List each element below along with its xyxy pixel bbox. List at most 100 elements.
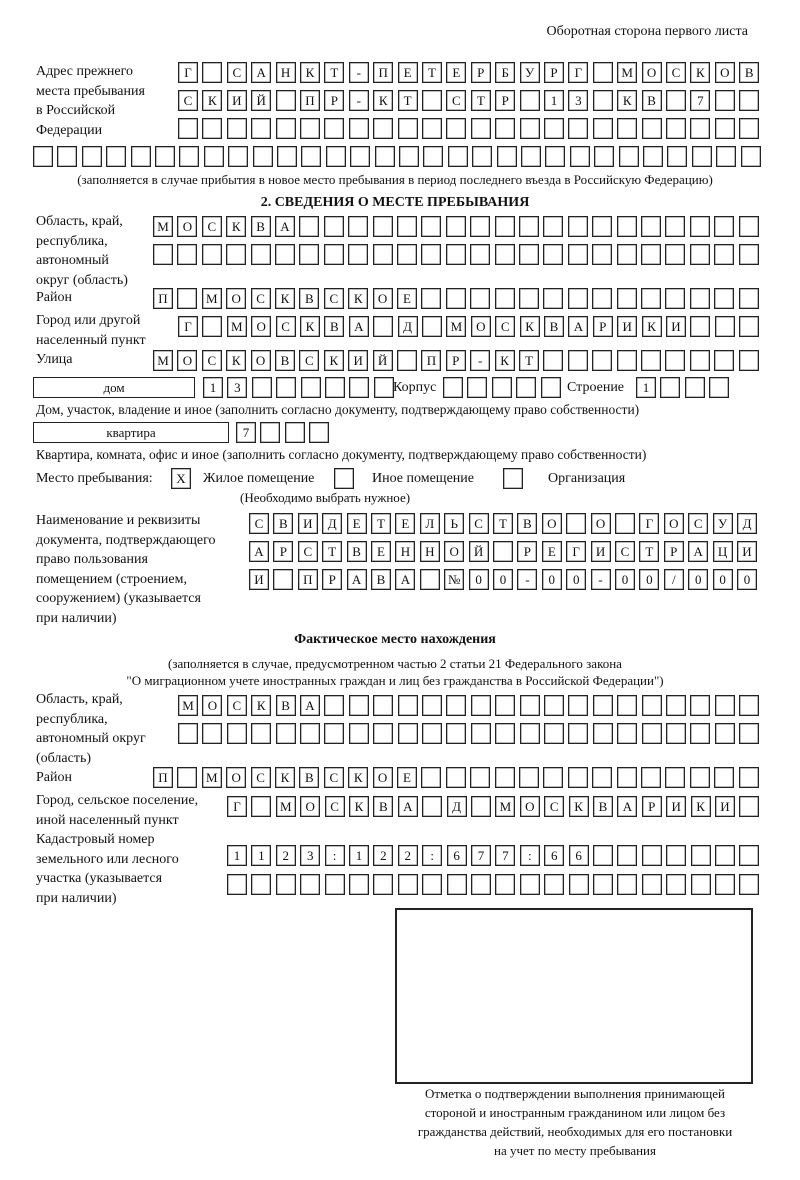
char-cell[interactable] (519, 723, 540, 744)
char-cell[interactable] (641, 695, 662, 716)
char-cell[interactable]: - (348, 62, 369, 83)
char-cell[interactable] (423, 146, 444, 167)
char-cell[interactable]: О (226, 767, 247, 788)
char-cell[interactable] (277, 146, 297, 167)
char-cell[interactable] (397, 244, 417, 265)
char-cell[interactable] (227, 874, 247, 895)
char-cell[interactable] (57, 146, 78, 167)
char-cell[interactable]: П (153, 767, 173, 788)
char-cell[interactable]: 7 (236, 422, 256, 443)
char-cell[interactable]: С (324, 796, 345, 817)
char-cell[interactable] (714, 90, 735, 111)
char-cell[interactable] (519, 90, 540, 111)
char-cell[interactable]: К (373, 90, 394, 111)
char-cell[interactable] (544, 723, 564, 744)
char-cell[interactable] (739, 845, 760, 866)
char-cell[interactable] (615, 513, 635, 534)
char-cell[interactable]: Р (495, 90, 516, 111)
char-cell[interactable]: Т (324, 62, 345, 83)
char-cell[interactable] (739, 723, 760, 744)
char-cell[interactable] (641, 288, 661, 309)
char-cell[interactable]: Н (395, 541, 416, 562)
char-cell[interactable] (689, 350, 710, 371)
char-cell[interactable] (567, 244, 588, 265)
char-cell[interactable] (660, 377, 681, 398)
char-cell[interactable] (397, 118, 418, 139)
char-cell[interactable] (275, 723, 296, 744)
char-cell[interactable]: 7 (471, 845, 491, 866)
char-cell[interactable]: В (593, 796, 613, 817)
char-cell[interactable]: К (251, 695, 272, 716)
char-cell[interactable]: К (690, 62, 711, 83)
char-cell[interactable] (445, 244, 466, 265)
char-cell[interactable]: С (323, 288, 344, 309)
char-cell[interactable]: 1 (636, 377, 656, 398)
char-cell[interactable]: А (348, 316, 369, 337)
char-cell[interactable] (566, 513, 587, 534)
char-cell[interactable]: С (250, 288, 271, 309)
char-cell[interactable]: 0 (566, 569, 587, 590)
char-cell[interactable]: В (275, 695, 296, 716)
house-type-field[interactable]: дом (33, 377, 195, 398)
char-cell[interactable] (373, 377, 394, 398)
char-cell[interactable]: А (251, 62, 272, 83)
char-cell[interactable]: Р (445, 350, 466, 371)
char-cell[interactable] (373, 316, 394, 337)
char-cell[interactable]: И (348, 350, 369, 371)
char-cell[interactable]: 3 (568, 90, 589, 111)
char-cell[interactable] (226, 118, 247, 139)
char-cell[interactable] (568, 118, 589, 139)
char-cell[interactable] (491, 377, 512, 398)
char-cell[interactable]: 7 (495, 845, 516, 866)
char-cell[interactable]: К (275, 288, 295, 309)
char-cell[interactable] (714, 118, 735, 139)
char-cell[interactable] (643, 146, 663, 167)
char-cell[interactable] (252, 146, 273, 167)
char-cell[interactable] (397, 874, 418, 895)
char-cell[interactable] (446, 118, 467, 139)
char-cell[interactable] (374, 146, 395, 167)
char-cell[interactable] (251, 796, 272, 817)
char-cell[interactable]: М (446, 316, 467, 337)
char-cell[interactable] (592, 695, 613, 716)
char-cell[interactable]: - (470, 350, 491, 371)
char-cell[interactable] (667, 146, 688, 167)
char-cell[interactable] (592, 723, 613, 744)
char-cell[interactable]: С (178, 90, 198, 111)
char-cell[interactable]: П (373, 62, 394, 83)
char-cell[interactable] (348, 723, 369, 744)
char-cell[interactable] (373, 874, 394, 895)
char-cell[interactable] (445, 288, 466, 309)
char-cell[interactable]: Г (568, 62, 589, 83)
char-cell[interactable] (276, 377, 297, 398)
char-cell[interactable]: И (737, 541, 757, 562)
char-cell[interactable] (348, 695, 369, 716)
char-cell[interactable] (33, 146, 53, 167)
char-cell[interactable]: У (519, 62, 540, 83)
char-cell[interactable]: М (153, 216, 173, 237)
char-cell[interactable] (519, 288, 539, 309)
char-cell[interactable] (641, 845, 662, 866)
char-cell[interactable] (301, 146, 322, 167)
char-cell[interactable] (348, 216, 369, 237)
char-cell[interactable]: 2 (275, 845, 296, 866)
char-cell[interactable] (544, 874, 565, 895)
char-cell[interactable] (519, 767, 539, 788)
char-cell[interactable]: О (372, 767, 393, 788)
char-cell[interactable] (202, 118, 223, 139)
char-cell[interactable]: С (468, 513, 489, 534)
char-cell[interactable]: К (349, 796, 369, 817)
char-cell[interactable]: О (590, 513, 611, 534)
char-cell[interactable] (226, 723, 247, 744)
char-cell[interactable]: Г (227, 796, 247, 817)
char-cell[interactable]: К (300, 316, 320, 337)
char-cell[interactable] (617, 845, 638, 866)
char-cell[interactable]: К (690, 796, 711, 817)
char-cell[interactable] (309, 422, 330, 443)
char-cell[interactable] (493, 541, 513, 562)
char-cell[interactable]: 1 (349, 845, 369, 866)
char-cell[interactable] (373, 118, 394, 139)
char-cell[interactable] (665, 216, 686, 237)
char-cell[interactable]: В (324, 316, 345, 337)
char-cell[interactable] (641, 216, 661, 237)
